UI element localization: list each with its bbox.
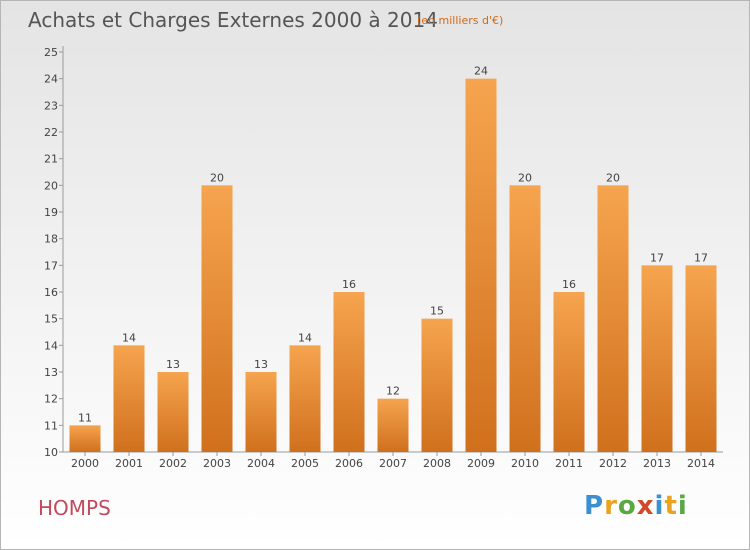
bar-2008 bbox=[421, 318, 453, 452]
y-tick-label: 18 bbox=[44, 233, 58, 246]
x-tick-label: 2003 bbox=[203, 457, 231, 470]
x-tick-label: 2014 bbox=[687, 457, 715, 470]
data-label: 12 bbox=[386, 385, 400, 398]
logo-letter: P bbox=[584, 491, 605, 521]
y-tick-label: 14 bbox=[44, 339, 58, 352]
commune-name: HOMPS bbox=[38, 496, 111, 520]
y-tick-label: 23 bbox=[44, 99, 58, 112]
bar-2012 bbox=[597, 185, 629, 453]
x-tick-label: 2002 bbox=[159, 457, 187, 470]
data-label: 20 bbox=[518, 171, 532, 184]
bar-2010 bbox=[509, 185, 541, 453]
y-tick-label: 16 bbox=[44, 286, 58, 299]
bar-2011 bbox=[553, 292, 585, 452]
x-tick-label: 2001 bbox=[115, 457, 143, 470]
y-tick-label: 25 bbox=[44, 46, 58, 59]
x-tick-label: 2013 bbox=[643, 457, 671, 470]
bar-2014 bbox=[685, 265, 717, 452]
data-label: 24 bbox=[474, 65, 488, 78]
data-label: 14 bbox=[122, 331, 136, 344]
y-tick-label: 11 bbox=[44, 419, 58, 432]
y-tick-label: 12 bbox=[44, 393, 58, 406]
data-label: 20 bbox=[210, 171, 224, 184]
chart-unit: (en milliers d'€) bbox=[417, 14, 504, 27]
bar-2006 bbox=[333, 292, 365, 452]
bar-2003 bbox=[201, 185, 233, 453]
data-label: 13 bbox=[166, 358, 180, 371]
bar-2002 bbox=[157, 372, 189, 452]
bar-2007 bbox=[377, 398, 409, 452]
logo-letter: i bbox=[677, 491, 688, 521]
data-label: 13 bbox=[254, 358, 268, 371]
x-tick-label: 2006 bbox=[335, 457, 363, 470]
y-tick-label: 15 bbox=[44, 313, 58, 326]
x-tick-label: 2005 bbox=[291, 457, 319, 470]
bar-2005 bbox=[289, 345, 321, 452]
data-label: 16 bbox=[342, 278, 356, 291]
bar-2001 bbox=[113, 345, 145, 452]
data-label: 17 bbox=[694, 251, 708, 264]
y-tick-label: 21 bbox=[44, 153, 58, 166]
chart-title: Achats et Charges Externes 2000 à 2014 bbox=[28, 8, 438, 32]
y-tick-label: 20 bbox=[44, 179, 58, 192]
logo-letter: o bbox=[617, 491, 637, 521]
data-label: 20 bbox=[606, 171, 620, 184]
data-label: 16 bbox=[562, 278, 576, 291]
logo-letter: x bbox=[636, 491, 655, 521]
bar-chart: 10 11 12 13 14 15 16 17 18 19 20 21 22 23 24 25 11 2000 14… bbox=[44, 46, 723, 470]
data-label: 14 bbox=[298, 331, 312, 344]
bar-2004 bbox=[245, 372, 277, 452]
x-tick-label: 2009 bbox=[467, 457, 495, 470]
bar-2000 bbox=[69, 425, 101, 452]
logo-letter: r bbox=[604, 491, 618, 521]
y-tick-label: 13 bbox=[44, 366, 58, 379]
x-tick-label: 2008 bbox=[423, 457, 451, 470]
proxiti-logo: Proxiti bbox=[584, 491, 688, 521]
bar-2013 bbox=[641, 265, 673, 452]
y-tick-label: 24 bbox=[44, 73, 58, 86]
data-label: 11 bbox=[78, 411, 92, 424]
x-tick-label: 2012 bbox=[599, 457, 627, 470]
data-label: 17 bbox=[650, 251, 664, 264]
y-tick-label: 22 bbox=[44, 126, 58, 139]
logo-letter: i bbox=[654, 491, 665, 521]
bar-2009 bbox=[465, 78, 497, 453]
logo-letter: t bbox=[664, 491, 678, 521]
x-tick-label: 2010 bbox=[511, 457, 539, 470]
y-tick-label: 17 bbox=[44, 259, 58, 272]
x-tick-label: 2011 bbox=[555, 457, 583, 470]
y-tick-label: 10 bbox=[44, 446, 58, 459]
y-tick-label: 19 bbox=[44, 206, 58, 219]
x-tick-label: 2004 bbox=[247, 457, 275, 470]
x-tick-label: 2007 bbox=[379, 457, 407, 470]
x-tick-label: 2000 bbox=[71, 457, 99, 470]
data-label: 15 bbox=[430, 305, 444, 318]
